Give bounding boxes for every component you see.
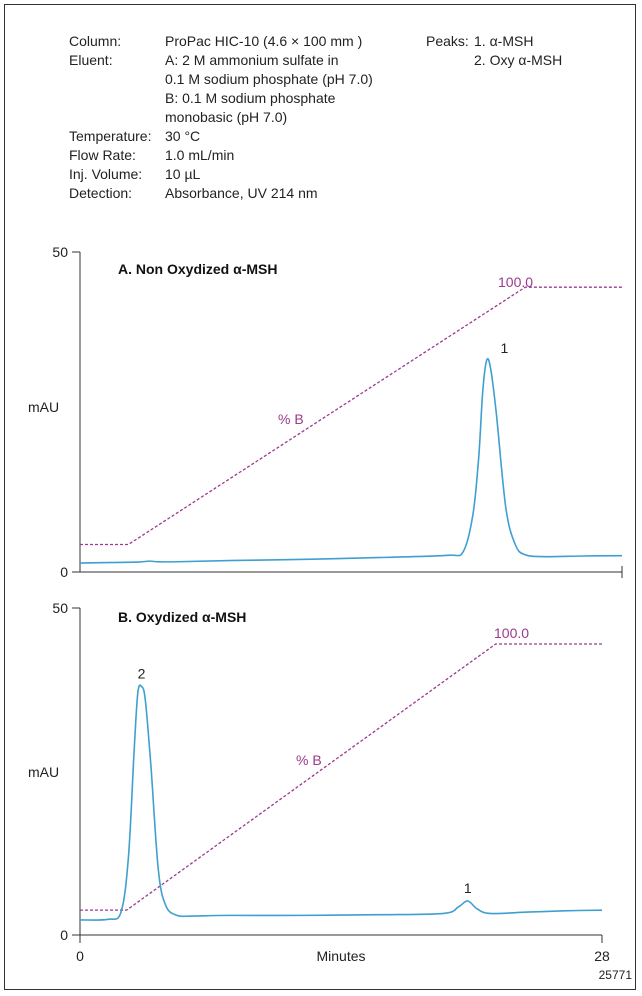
figure-number: 25771 xyxy=(598,968,632,982)
peak-label: 1 xyxy=(464,880,472,896)
y-tick-label: 0 xyxy=(60,564,68,580)
chromatogram-trace xyxy=(79,684,603,921)
y-tick-label: 50 xyxy=(52,600,68,616)
gradient-label: % B xyxy=(296,752,322,768)
x-tick-label: 28 xyxy=(594,948,610,964)
condition-value-line: monobasic (pH 7.0) xyxy=(165,109,288,125)
condition-row: Inj. Volume: 10 µL xyxy=(69,165,425,184)
peak-label: 2 xyxy=(138,665,146,681)
y-tick-label: 50 xyxy=(52,244,68,260)
condition-label: Flow Rate: xyxy=(69,147,136,163)
condition-value: 30 °C xyxy=(165,127,425,146)
y-axis-label: mAU xyxy=(28,764,59,780)
condition-row: Flow Rate: 1.0 mL/min xyxy=(69,146,425,165)
condition-label: Temperature: xyxy=(69,128,152,144)
x-axis-label: Minutes xyxy=(316,948,365,964)
peaks-label: Peaks: xyxy=(426,33,469,49)
condition-value-line: A: 2 M ammonium sulfate in xyxy=(165,52,339,68)
figure-frame xyxy=(4,4,636,990)
condition-row: Eluent: A: 2 M ammonium sulfate in 0.1 M s… xyxy=(69,51,425,127)
x-tick-label: 0 xyxy=(76,948,84,964)
gradient-end-label: 100.0 xyxy=(498,274,533,290)
condition-value-line: 1.0 mL/min xyxy=(165,147,235,163)
y-axis-label: mAU xyxy=(28,399,59,415)
peak-label: 1 xyxy=(501,340,509,356)
panel-title: B. Oxydized α-MSH xyxy=(118,609,246,625)
condition-value: ProPac HIC-10 (4.6 × 100 mm ) xyxy=(165,32,425,51)
condition-label: Detection: xyxy=(69,185,133,201)
condition-value-line: 0.1 M sodium phosphate (pH 7.0) xyxy=(165,71,373,87)
condition-value: 1.0 mL/min xyxy=(165,146,425,165)
peak-item-2: 2. Oxy α-MSH xyxy=(474,52,563,68)
condition-row: Detection: Absorbance, UV 214 nm xyxy=(69,184,425,203)
chromatogram-trace xyxy=(79,357,623,564)
condition-value-line: ProPac HIC-10 (4.6 × 100 mm ) xyxy=(165,33,363,49)
gradient-label: % B xyxy=(278,411,304,427)
y-tick-label: 0 xyxy=(60,927,68,943)
gradient-line xyxy=(80,286,622,546)
gradient-end-label: 100.0 xyxy=(494,625,529,641)
condition-row: Column: ProPac HIC-10 (4.6 × 100 mm ) xyxy=(69,32,425,51)
peak-item-1: 1. α-MSH xyxy=(474,33,534,49)
chromatography-conditions: Column: ProPac HIC-10 (4.6 × 100 mm ) Elue… xyxy=(69,32,425,203)
condition-value-line: Absorbance, UV 214 nm xyxy=(165,185,318,201)
condition-value: 10 µL xyxy=(165,165,425,184)
condition-label: Inj. Volume: xyxy=(69,166,143,182)
condition-value-line: 30 °C xyxy=(165,128,201,144)
panel-title: A. Non Oxydized α-MSH xyxy=(118,261,278,277)
condition-row: Temperature: 30 °C xyxy=(69,127,425,146)
condition-value: Absorbance, UV 214 nm xyxy=(165,184,425,203)
condition-label: Eluent: xyxy=(69,52,113,68)
condition-value: A: 2 M ammonium sulfate in 0.1 M sodium p… xyxy=(165,51,425,127)
condition-label: Column: xyxy=(69,33,122,49)
condition-value-line: B: 0.1 M sodium phosphate xyxy=(165,90,336,106)
peaks-legend: Peaks: 1. α-MSH 2. Oxy α-MSH xyxy=(426,32,562,70)
condition-value-line: 10 µL xyxy=(165,166,201,182)
